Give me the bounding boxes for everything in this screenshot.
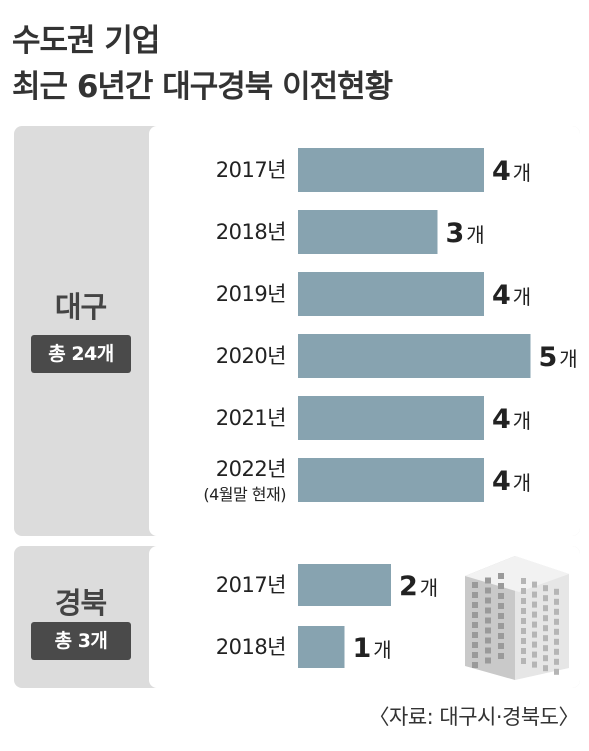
title-line-1: 수도권 기업 xyxy=(12,23,160,59)
category-label: 2018년 xyxy=(216,635,286,659)
total-badge-daegu: 총 24개 xyxy=(31,335,131,373)
category-label: 2017년 xyxy=(216,158,286,182)
chart-panel-daegu: 2017년 4 개 2018년 3 개 2019년 4 개 2020년 5 개 2021년 4 개 2022년… xyxy=(149,126,580,536)
section-daegu-label-area: 대구 총 24개 xyxy=(14,126,147,536)
source-note: 〈자료: 대구시·경북도〉 xyxy=(368,705,580,729)
bar xyxy=(298,458,484,502)
category-label: 2017년 xyxy=(216,573,286,597)
category-label: 2019년 xyxy=(216,282,286,306)
category-label: 2021년 xyxy=(216,406,286,430)
bar-chart-gyeongbuk: 2017년 2 개 2018년 1 개 xyxy=(216,564,438,668)
chart-title: 수도권 기업 최근 6년간 대구경북 이전현황 xyxy=(12,18,393,110)
bar xyxy=(298,334,531,378)
title-line-2: 최근 6년간 대구경북 이전현황 xyxy=(12,69,393,105)
total-badge-gyeongbuk: 총 3개 xyxy=(31,622,131,660)
building-illustration xyxy=(465,556,569,680)
bar xyxy=(298,148,484,192)
bar xyxy=(298,626,345,668)
bar xyxy=(298,396,484,440)
category-note: (4월말 현재) xyxy=(203,485,286,504)
region-name-daegu: 대구 xyxy=(54,290,107,324)
bar xyxy=(298,564,391,606)
bar xyxy=(298,210,438,254)
section-daegu: 대구 총 24개 2017년 4 개 2018년 3 개 2019년 4 개 2020년 5 개 202… xyxy=(14,126,580,536)
section-gyeongbuk-label-area: 경북 총 3개 xyxy=(14,546,147,688)
bar-chart-daegu: 2017년 4 개 2018년 3 개 2019년 4 개 2020년 5 개 2021년 4 개 2022년… xyxy=(203,148,578,504)
category-label: 2018년 xyxy=(216,220,286,244)
bar xyxy=(298,272,484,316)
region-name-gyeongbuk: 경북 xyxy=(54,586,107,620)
category-label: 2020년 xyxy=(216,344,286,368)
category-label: 2022년 xyxy=(216,457,286,481)
